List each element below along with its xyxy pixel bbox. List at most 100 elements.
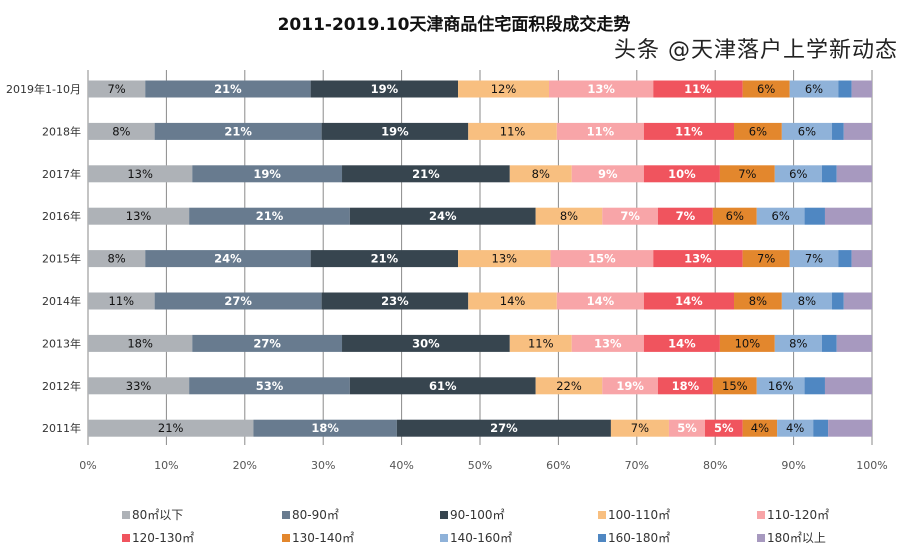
legend-label: 140-160㎡	[450, 531, 513, 545]
data-label: 53%	[256, 379, 284, 393]
legend-item[interactable]: 180㎡以上	[757, 529, 826, 546]
data-label: 8%	[749, 294, 767, 308]
legend-swatch	[282, 510, 290, 519]
data-label: 8%	[112, 124, 130, 138]
bar-segment	[145, 80, 311, 98]
bar-segment	[712, 377, 757, 395]
data-label: 12%	[491, 82, 517, 96]
bar-segment	[653, 250, 743, 268]
legend-item[interactable]: 160-180㎡	[598, 529, 670, 546]
bar-segment	[821, 165, 837, 183]
bar-segment	[789, 80, 839, 98]
legend-swatch	[440, 533, 448, 542]
data-label: 13%	[587, 82, 615, 96]
data-label: 27%	[224, 294, 252, 308]
bar-segment	[88, 377, 190, 395]
bar-segment	[838, 80, 852, 98]
bar-segment	[756, 207, 805, 225]
x-tick-label: 100%	[856, 459, 887, 472]
x-tick-label: 50%	[468, 459, 492, 472]
bar-segment	[836, 165, 872, 183]
data-label: 7%	[620, 209, 640, 223]
bar-segment	[719, 334, 775, 352]
data-label: 8%	[560, 209, 578, 223]
category-label: 2013年	[42, 336, 81, 350]
legend-label: 90-100㎡	[450, 508, 505, 522]
legend-item[interactable]: 140-160㎡	[440, 529, 512, 546]
legend-item[interactable]: 120-130㎡	[122, 529, 194, 546]
legend-label: 100-110㎡	[608, 508, 671, 522]
bar-segment	[653, 80, 743, 98]
bar-segment	[88, 207, 190, 225]
data-label: 21%	[214, 82, 242, 96]
bar-segment	[396, 419, 611, 437]
bar-segment	[643, 165, 720, 183]
data-label: 6%	[789, 167, 807, 181]
bar-segment	[145, 250, 311, 268]
bar-segment	[88, 165, 193, 183]
category-label: 2016年	[42, 209, 81, 223]
legend-item[interactable]: 80㎡以下	[122, 506, 183, 523]
bar-segment	[643, 334, 720, 352]
bar-segment	[719, 165, 775, 183]
data-label: 6%	[798, 124, 816, 138]
bar-segment	[154, 122, 322, 140]
bar-segment	[851, 80, 872, 98]
category-label: 2018年	[42, 124, 81, 138]
bar-segment	[821, 334, 837, 352]
bar-segment	[342, 165, 510, 183]
bar-segment	[756, 377, 805, 395]
legend-item[interactable]: 80-90㎡	[282, 506, 339, 523]
data-label: 6%	[805, 82, 823, 96]
bar-segment	[774, 334, 822, 352]
legend-swatch	[757, 533, 765, 542]
bar-segment	[705, 419, 743, 437]
data-label: 14%	[500, 294, 526, 308]
data-label: 61%	[429, 379, 457, 393]
bar-segment	[832, 122, 844, 140]
bar-segment	[310, 250, 459, 268]
data-label: 19%	[616, 379, 644, 393]
bar-segment	[458, 80, 549, 98]
data-label: 14%	[668, 336, 696, 350]
bar-segment	[189, 377, 350, 395]
bar-segment	[781, 122, 833, 140]
data-label: 11%	[675, 124, 703, 138]
legend-item[interactable]: 90-100㎡	[440, 506, 505, 523]
bar-segment	[610, 419, 669, 437]
data-label: 10%	[668, 167, 696, 181]
legend-item[interactable]: 110-120㎡	[757, 506, 829, 523]
bar-segment	[349, 207, 536, 225]
category-label: 2017年	[42, 167, 81, 181]
data-label: 21%	[371, 252, 399, 266]
bar-segment	[712, 207, 757, 225]
data-label: 24%	[214, 252, 242, 266]
bar-segment	[468, 122, 557, 140]
legend-item[interactable]: 130-140㎡	[282, 529, 354, 546]
legend-swatch	[122, 510, 130, 519]
bar-segment	[813, 419, 829, 437]
data-label: 13%	[684, 252, 712, 266]
x-tick-label: 70%	[625, 459, 649, 472]
x-tick-label: 10%	[154, 459, 178, 472]
data-label: 11%	[109, 294, 135, 308]
bar-segment	[509, 165, 572, 183]
data-label: 9%	[598, 167, 618, 181]
bar-segment	[777, 419, 814, 437]
data-label: 13%	[127, 167, 153, 181]
bar-segment	[742, 250, 790, 268]
data-label: 6%	[749, 124, 767, 138]
bar-segment	[643, 292, 735, 310]
data-label: 4%	[786, 421, 804, 435]
bar-segment	[774, 165, 822, 183]
legend-swatch	[282, 533, 290, 542]
bar-segment	[88, 80, 146, 98]
data-label: 11%	[528, 336, 554, 350]
bar-segment	[571, 165, 644, 183]
data-label: 5%	[714, 421, 734, 435]
legend-item[interactable]: 100-110㎡	[598, 506, 670, 523]
legend-label: 110-120㎡	[767, 508, 830, 522]
bar-segment	[781, 292, 833, 310]
bar-segment	[571, 334, 644, 352]
bar-segment	[556, 292, 644, 310]
